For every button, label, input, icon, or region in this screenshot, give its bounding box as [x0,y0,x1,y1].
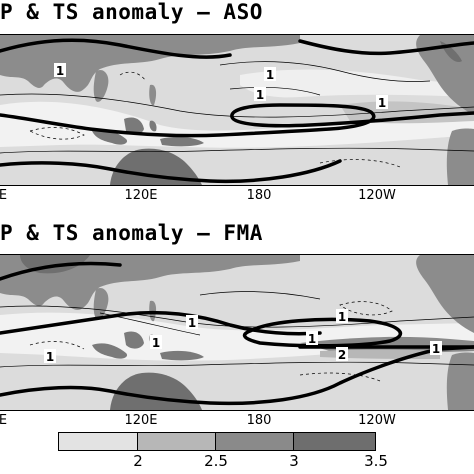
x-axis-fma: E 120E 180 120W [0,413,474,431]
south-america-landmass [446,352,474,410]
contour-label: 2 [338,348,346,362]
dashed-contours [29,71,401,168]
contour-label: 1 [56,64,64,78]
contour-label: 1 [308,332,316,346]
contour-labels: 1 1 1 1 1 1 2 [44,309,442,364]
sulawesi-island [149,120,157,132]
contour-label: 1 [46,350,54,364]
contour-label: 1 [256,88,264,102]
colorbar-label: 3.5 [364,452,388,470]
map-fma-svg: 1 1 1 1 1 1 2 [0,255,474,410]
new-guinea-island [160,136,204,147]
colorbar-label: 2 [133,452,143,470]
map-aso-svg: 1 1 1 1 [0,35,474,185]
sumatra-island [92,343,128,359]
contour-label: 1 [188,316,196,330]
x-tick-label: 180 [246,188,272,203]
philippines-island [149,84,157,106]
colorbar-swatch [294,432,376,451]
colorbar-label: 2.5 [204,452,228,470]
asia-landmass [0,35,300,92]
map-panel-aso: 1 1 1 1 [0,34,474,186]
x-axis-aso: E 120E 180 120W [0,188,474,206]
panel-title-fma: P & TS anomaly – FMA [0,221,263,245]
thin-contours [0,61,474,154]
contour-label: 1 [432,342,440,356]
x-tick-label: 120E [124,188,158,203]
sumatra-island [92,129,128,145]
colorbar-label: 3 [289,452,299,470]
colorbar: 2 2.5 3 3.5 [0,432,474,474]
x-tick-label: 120W [358,413,396,428]
borneo-island [124,117,144,135]
dashed-contours [29,301,393,382]
north-america-landmass [416,255,474,333]
contour-label: 1 [338,310,346,324]
contour-label: 1 [266,68,274,82]
north-america-landmass [416,35,474,115]
south-america-landmass [446,128,474,185]
thick-contours [0,261,474,406]
x-tick-label: 120W [358,188,396,203]
x-tick-label: E [0,188,8,203]
x-tick-label: 120E [124,413,158,428]
colorbar-swatch [138,432,216,451]
contour-label: 1 [378,96,386,110]
thick-contours [0,38,474,184]
australia-landmass [110,148,202,185]
indochina-landmass [93,69,109,102]
panel-title-aso: P & TS anomaly – ASO [0,0,263,24]
new-guinea-island [160,350,204,361]
indochina-landmass [93,287,109,320]
x-tick-label: 180 [246,413,272,428]
contour-label: 1 [152,336,160,350]
map-panel-fma: 1 1 1 1 1 1 2 [0,254,474,411]
colorbar-swatch [58,432,138,451]
x-tick-label: E [0,413,8,428]
asia-landmass [0,255,300,310]
contour-labels: 1 1 1 1 [54,63,388,110]
colorbar-swatch [216,432,294,451]
borneo-island [124,331,144,349]
